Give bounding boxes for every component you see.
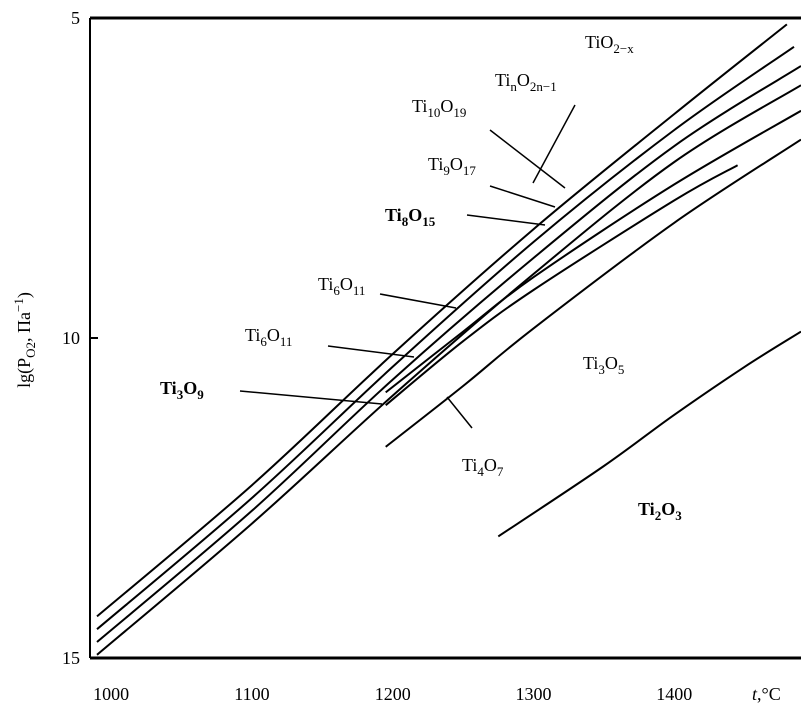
region-label: Ti6O11 — [318, 274, 365, 298]
series-line-7 — [385, 138, 801, 448]
y-axis-label: lg(PO2, Па−1) — [11, 292, 38, 388]
leader-line — [327, 345, 415, 358]
series-line-6 — [385, 164, 739, 406]
leader-line — [489, 185, 556, 208]
leader-line — [489, 129, 566, 189]
x-tick-label: 1300 — [515, 684, 551, 704]
y-tick-label: 10 — [62, 328, 80, 348]
x-tick-label: 1000 — [93, 684, 129, 704]
region-label: Ti6O11 — [245, 325, 292, 349]
series-line-8 — [497, 330, 801, 538]
region-label: Ti3O9 — [160, 378, 204, 402]
y-tick-label: 15 — [62, 648, 80, 668]
leader-line — [532, 104, 576, 184]
leader-line — [379, 293, 457, 309]
series-line-5 — [385, 109, 801, 394]
region-label: TiO2−x — [585, 32, 634, 56]
region-label: Ti3O5 — [583, 353, 624, 377]
x-tick-label: 1200 — [375, 684, 411, 704]
region-label: TinO2n−1 — [495, 70, 557, 94]
series-line-2 — [96, 45, 795, 630]
leader-line — [239, 390, 383, 405]
region-label: Ti2O3 — [638, 499, 682, 523]
region-label: Ti10O19 — [412, 96, 466, 120]
series-line-1 — [96, 23, 788, 618]
region-label: Ti4O7 — [462, 455, 504, 479]
x-axis-label: t,°C — [752, 684, 781, 704]
phase-boundary-curves — [96, 23, 801, 656]
x-tick-label: 1100 — [234, 684, 269, 704]
x-tick-label: 1400 — [656, 684, 692, 704]
series-line-4 — [96, 84, 801, 656]
label-leader-lines — [239, 104, 576, 429]
leader-line — [446, 396, 473, 429]
region-label: Ti9O17 — [428, 154, 476, 178]
series-line-3 — [96, 65, 801, 643]
leader-line — [466, 214, 546, 226]
region-labels: TiO2−x TinO2n−1 Ti10O19 Ti9O17 Ti8O15 Ti6O11 T… — [160, 32, 682, 523]
region-label: Ti8O15 — [385, 205, 436, 229]
y-tick-label: 5 — [71, 8, 80, 28]
axis-ticks: 1000 1100 1200 1300 1400 5 10 15 — [62, 8, 692, 704]
